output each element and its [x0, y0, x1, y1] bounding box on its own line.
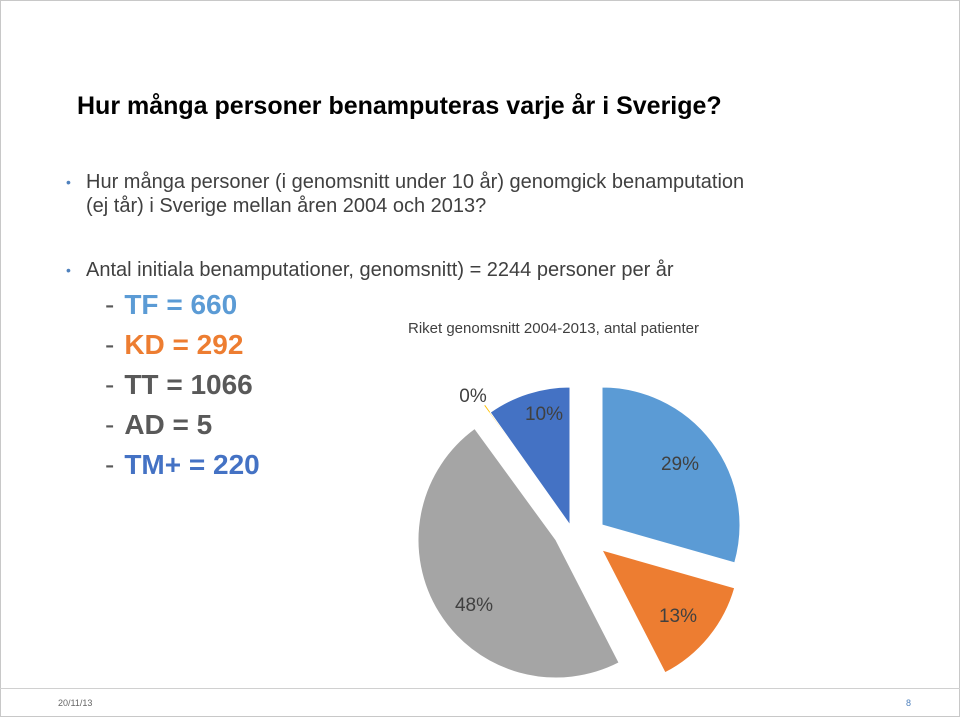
sub-item-text: TM+ = 220 — [124, 449, 260, 480]
slide-title: Hur många personer benamputeras varje år… — [77, 92, 722, 120]
dash-marker: - — [105, 449, 115, 480]
footer-page-number: 8 — [906, 698, 912, 708]
pie-slice — [417, 427, 620, 679]
sub-item-text: KD = 292 — [124, 329, 244, 360]
pie-slice-label: 29% — [661, 454, 699, 475]
sub-item-ad: - AD = 5 — [105, 409, 212, 441]
bullet-question-line1: Hur många personer (i genomsnitt under 1… — [86, 171, 745, 193]
pie-slice — [601, 386, 741, 564]
sub-item-text: AD = 5 — [124, 409, 213, 440]
pie-slice-label: 10% — [525, 404, 563, 425]
dash-marker: - — [105, 369, 115, 400]
pie-slice — [601, 549, 736, 674]
bullet-answer: Antal initiala benamputationer, genomsni… — [66, 258, 886, 282]
pie-slice-label: 48% — [455, 595, 493, 616]
footer-divider — [0, 688, 960, 689]
footer-date: 20/11/13 — [58, 698, 93, 708]
sub-item-tf: - TF = 660 — [105, 289, 237, 321]
dash-marker: - — [105, 329, 115, 360]
sub-item-tm: - TM+ = 220 — [105, 449, 260, 481]
dash-marker: - — [105, 289, 115, 320]
sub-item-tt: - TT = 1066 — [105, 369, 253, 401]
bullet-question-line2: (ej tår) i Sverige mellan åren 2004 och … — [86, 195, 487, 217]
dash-marker: - — [105, 409, 115, 440]
pie-slice-label: 0% — [459, 386, 487, 407]
sub-item-kd: - KD = 292 — [105, 329, 243, 361]
pie-slice-label: 13% — [659, 606, 697, 627]
chart-title: Riket genomsnitt 2004-2013, antal patien… — [408, 320, 700, 337]
sub-item-text: TF = 660 — [124, 289, 238, 320]
bullet-question: Hur många personer (i genomsnitt under 1… — [66, 170, 886, 218]
pie-slice — [489, 386, 571, 527]
sub-item-text: TT = 1066 — [124, 369, 253, 400]
